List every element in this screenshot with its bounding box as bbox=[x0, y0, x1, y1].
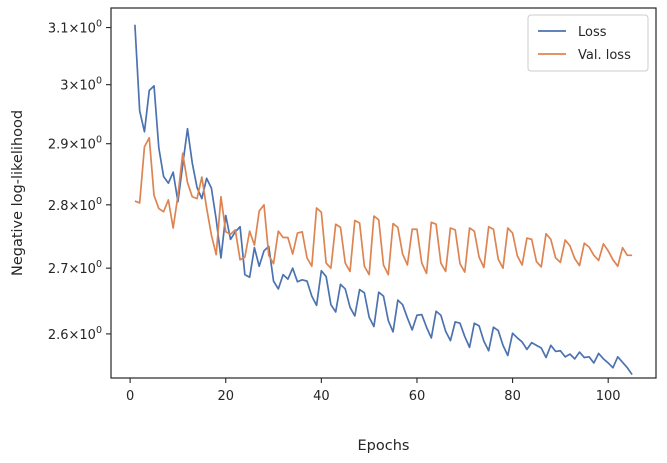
series-line-1 bbox=[134, 24, 633, 376]
series-layer bbox=[134, 24, 633, 376]
legend-label-2: Val. loss bbox=[578, 48, 631, 63]
x-tick-label: 40 bbox=[313, 389, 330, 404]
x-tick-label: 100 bbox=[596, 389, 621, 404]
x-tick-label: 0 bbox=[126, 389, 134, 404]
x-axis-label: Epochs bbox=[358, 438, 410, 454]
x-tick-label: 80 bbox=[504, 389, 521, 404]
plot-frame bbox=[110, 7, 657, 379]
x-tick-label: 60 bbox=[409, 389, 426, 404]
series-line-2 bbox=[134, 136, 633, 276]
x-tick-label: 20 bbox=[217, 389, 234, 404]
y-tick-label: 2.6×100 bbox=[48, 325, 102, 343]
y-tick-label: 2.7×100 bbox=[48, 259, 102, 277]
legend-label-1: Loss bbox=[578, 25, 607, 40]
y-tick-label: 2.8×100 bbox=[48, 196, 102, 214]
y-axis-label: Negative log-likelihood bbox=[10, 110, 26, 276]
y-axis: 2.6×100 2.7×100 2.8×100 2.9×100 3×100 3.1×100 bbox=[48, 19, 111, 343]
legend: Loss Val. loss bbox=[527, 14, 649, 72]
y-tick-label: 2.9×100 bbox=[48, 135, 102, 153]
y-tick-label: 3.1×100 bbox=[48, 19, 102, 37]
y-tick-label: 3×100 bbox=[60, 76, 102, 94]
legend-box bbox=[527, 14, 649, 72]
x-axis: 0 20 40 60 80 100 bbox=[126, 378, 621, 404]
